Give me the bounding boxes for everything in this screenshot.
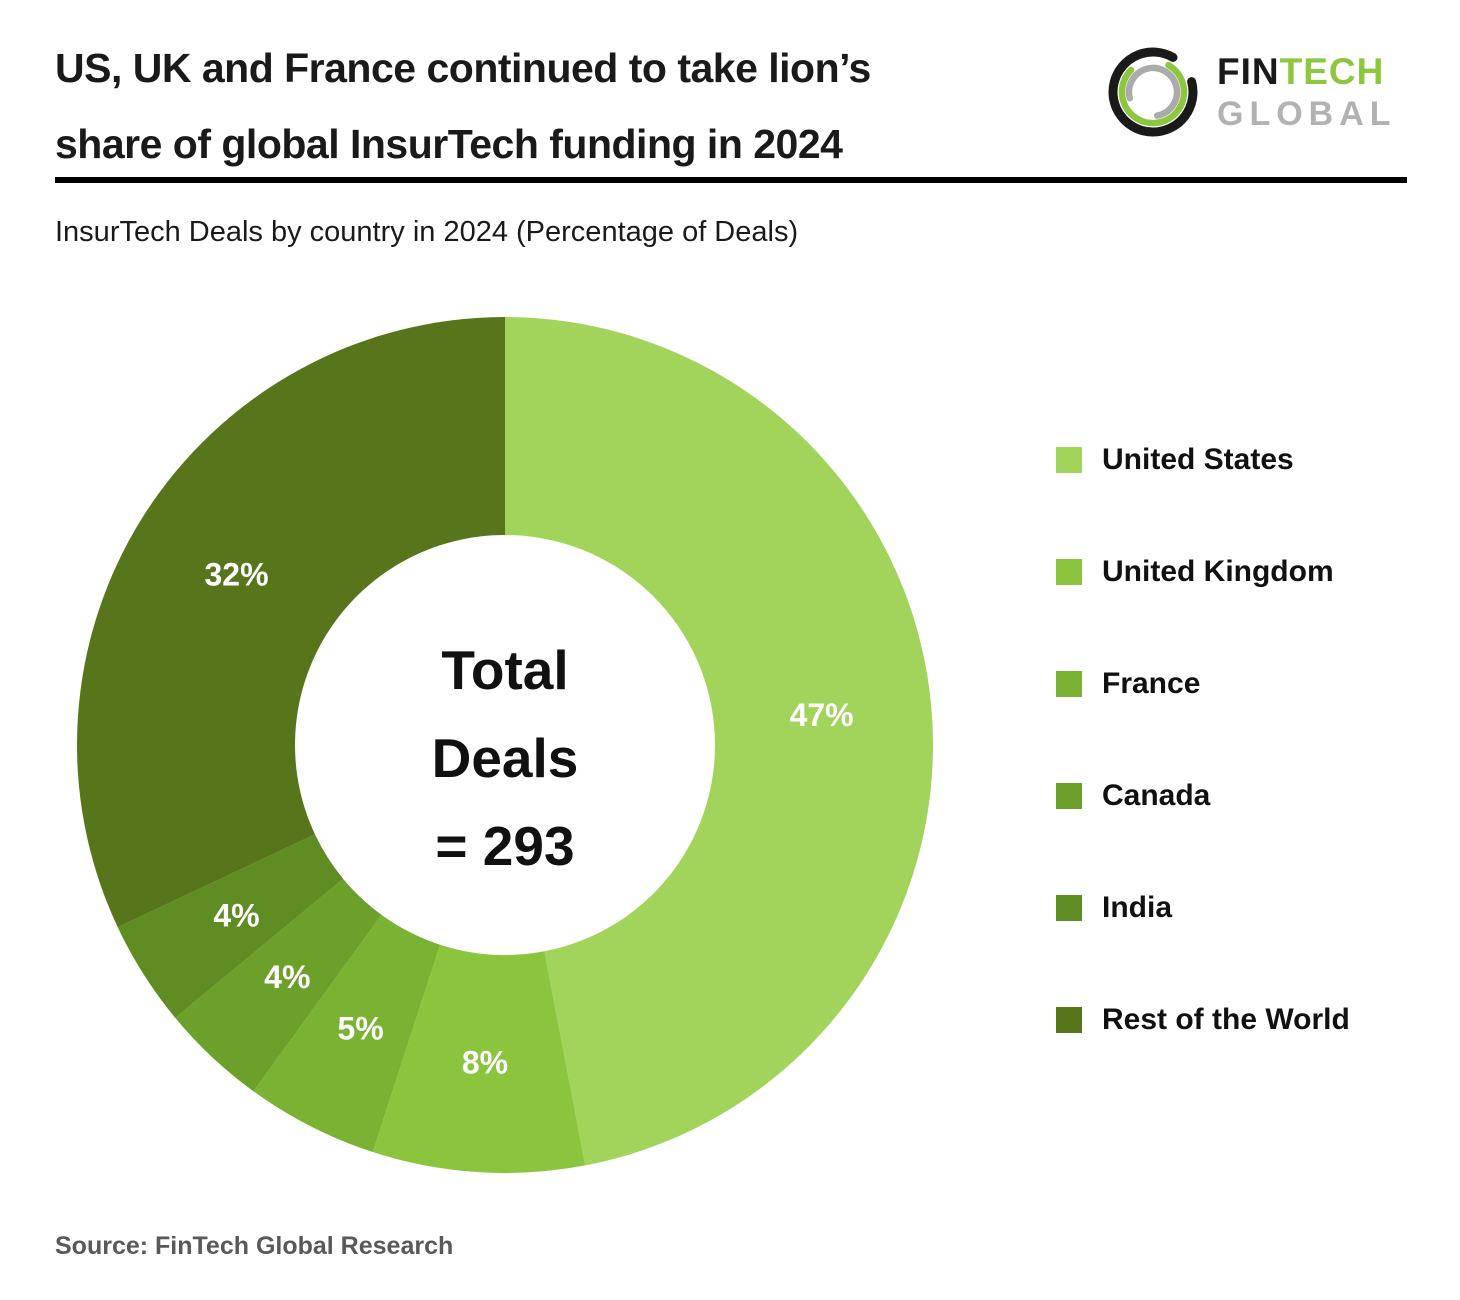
logo-text-fin: FIN [1217, 51, 1280, 92]
legend-label-canada: Canada [1102, 779, 1211, 812]
page-title-line-1: US, UK and France continued to take lion… [55, 45, 871, 91]
pie-slice-rest-of-the-world [77, 317, 505, 928]
pie-slice-france [253, 914, 441, 1153]
pie-slice-united-kingdom [372, 944, 586, 1173]
legend-swatch-india [1056, 895, 1082, 921]
center-label-line-2: Deals [431, 727, 579, 789]
center-label-line-1: Total [441, 639, 569, 701]
donut-center-label: Total Deals = 293 [295, 626, 715, 890]
logo-swirl-icon [1108, 47, 1198, 137]
donut-svg: 47% 8% 5% 4%4% 32% [77, 317, 933, 1173]
legend-item-india: India [1056, 891, 1350, 924]
slice-label-rest-of-the-world: 32% [204, 557, 268, 593]
legend-item-rest-of-the-world: Rest of the World [1056, 1003, 1350, 1036]
slice-label-united-states: 47% [790, 697, 854, 733]
logo-text-tech: TECH [1279, 51, 1385, 92]
legend-swatch-rest-of-the-world [1056, 1007, 1082, 1033]
legend-label-france: France [1102, 667, 1201, 700]
page-title: US, UK and France continued to take lion… [55, 30, 1075, 182]
legend-label-rest-of-the-world: Rest of the World [1102, 1003, 1350, 1036]
legend-item-france: France [1056, 667, 1350, 700]
legend: United States United Kingdom France Canada I… [1056, 443, 1350, 1117]
legend-item-united-states: United States [1056, 443, 1350, 476]
pie-slice-canada [175, 878, 382, 1092]
chart-subtitle: InsurTech Deals by country in 2024 (Perc… [55, 216, 799, 248]
page-title-line-2: share of global InsurTech funding in 202… [55, 121, 843, 167]
slice-label-india: 4% [213, 897, 259, 933]
legend-swatch-france [1056, 671, 1082, 697]
fintech-global-logo: FINTECH GLOBAL [1103, 40, 1413, 144]
slice-label-united-kingdom: 8% [462, 1044, 508, 1080]
legend-label-india: India [1102, 891, 1173, 924]
legend-swatch-canada [1056, 783, 1082, 809]
legend-swatch-united-kingdom [1056, 559, 1082, 585]
pie-slice-united-states [505, 317, 933, 1166]
legend-label-united-states: United States [1102, 443, 1294, 476]
legend-item-canada: Canada [1056, 779, 1350, 812]
header-divider [55, 177, 1407, 183]
donut-chart: 47% 8% 5% 4% 4% 32% [77, 317, 933, 1173]
pie-slice-india [117, 834, 344, 1018]
slice-label-france: 5% [337, 1010, 383, 1046]
legend-item-united-kingdom: United Kingdom [1056, 555, 1350, 588]
logo-wordmark-fintech: FINTECH [1217, 53, 1397, 90]
logo-text-global: GLOBAL [1217, 95, 1397, 133]
legend-label-united-kingdom: United Kingdom [1102, 555, 1334, 588]
center-label-line-3: = 293 [435, 815, 575, 877]
slice-label-canada: 4% [264, 959, 310, 995]
logo-wordmark: FINTECH GLOBAL [1217, 53, 1397, 131]
source-note: Source: FinTech Global Research [55, 1232, 454, 1260]
legend-swatch-united-states [1056, 447, 1082, 473]
